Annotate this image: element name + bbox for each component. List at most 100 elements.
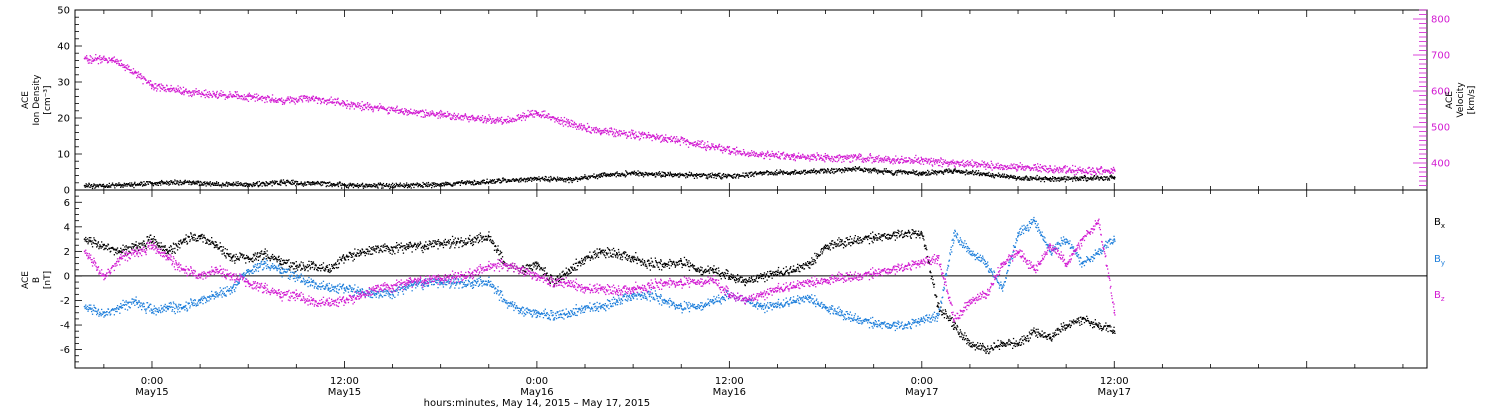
density-point bbox=[435, 183, 436, 184]
velocity-point bbox=[982, 164, 983, 165]
velocity-point bbox=[225, 99, 226, 100]
velocity-point bbox=[859, 159, 860, 160]
velocity-point bbox=[972, 159, 973, 160]
density-point bbox=[147, 181, 148, 182]
velocity-point bbox=[357, 104, 358, 105]
velocity-point bbox=[789, 155, 790, 156]
density-point bbox=[292, 182, 293, 183]
velocity-point bbox=[407, 114, 408, 115]
velocity-point bbox=[432, 113, 433, 114]
density-point bbox=[945, 170, 946, 171]
velocity-point bbox=[255, 101, 256, 102]
velocity-point bbox=[1017, 164, 1018, 165]
velocity-point bbox=[314, 100, 315, 101]
velocity-point bbox=[499, 118, 500, 119]
density-point bbox=[531, 178, 532, 179]
density-point bbox=[417, 183, 418, 184]
bx-point bbox=[148, 239, 149, 240]
velocity-point bbox=[758, 156, 759, 157]
density-point bbox=[1052, 178, 1053, 179]
velocity-point bbox=[350, 104, 351, 105]
velocity-point bbox=[862, 160, 863, 161]
velocity-point bbox=[441, 115, 442, 116]
density-point bbox=[596, 175, 597, 176]
velocity-point bbox=[122, 67, 123, 68]
density-point bbox=[540, 180, 541, 181]
density-point bbox=[967, 173, 968, 174]
density-point bbox=[701, 174, 702, 175]
bx-point bbox=[184, 242, 185, 243]
velocity-point bbox=[1045, 166, 1046, 167]
velocity-point-sample bbox=[111, 58, 113, 60]
density-point bbox=[371, 184, 372, 185]
velocity-point bbox=[316, 96, 317, 97]
density-point bbox=[1052, 176, 1053, 177]
density-point bbox=[1064, 178, 1065, 179]
density-point bbox=[687, 177, 688, 178]
velocity-point bbox=[184, 92, 185, 93]
density-point bbox=[987, 173, 988, 174]
y-tick-label: -4 bbox=[60, 321, 70, 332]
velocity-point bbox=[891, 162, 892, 163]
density-point bbox=[831, 169, 832, 170]
bx-point bbox=[109, 248, 110, 249]
velocity-point bbox=[601, 133, 602, 134]
velocity-point bbox=[1022, 166, 1023, 167]
density-point bbox=[1009, 177, 1010, 178]
velocity-point bbox=[217, 91, 218, 92]
density-point bbox=[896, 174, 897, 175]
velocity-point bbox=[168, 90, 169, 91]
velocity-point bbox=[318, 99, 319, 100]
bx-point bbox=[87, 238, 88, 239]
velocity-point bbox=[859, 153, 860, 154]
velocity-point bbox=[1025, 166, 1026, 167]
density-point bbox=[1028, 178, 1029, 179]
density-point bbox=[521, 178, 522, 179]
velocity-point bbox=[1092, 171, 1093, 172]
y-tick-label: 10 bbox=[57, 150, 70, 161]
velocity-point bbox=[560, 124, 561, 125]
density-point-sample bbox=[761, 172, 763, 174]
velocity-point bbox=[1011, 168, 1012, 169]
velocity-point bbox=[324, 102, 325, 103]
density-point bbox=[965, 171, 966, 172]
velocity-point bbox=[815, 156, 816, 157]
velocity-point bbox=[307, 100, 308, 101]
density-point bbox=[851, 168, 852, 169]
density-point bbox=[546, 176, 547, 177]
density-point bbox=[1066, 179, 1067, 180]
density-point bbox=[257, 183, 258, 184]
density-point bbox=[807, 173, 808, 174]
density-point bbox=[697, 177, 698, 178]
density-point bbox=[778, 173, 779, 174]
velocity-point bbox=[702, 141, 703, 142]
velocity-point bbox=[517, 118, 518, 119]
velocity-point bbox=[735, 152, 736, 153]
velocity-point bbox=[414, 110, 415, 111]
density-point bbox=[775, 174, 776, 175]
velocity-point bbox=[1041, 171, 1042, 172]
density-point bbox=[836, 168, 837, 169]
velocity-point bbox=[947, 166, 948, 167]
density-point bbox=[1056, 180, 1057, 181]
velocity-point bbox=[284, 103, 285, 104]
velocity-point bbox=[572, 120, 573, 121]
velocity-point bbox=[169, 89, 170, 90]
velocity-point bbox=[400, 112, 401, 113]
density-point bbox=[382, 187, 383, 188]
velocity-point bbox=[1023, 169, 1024, 170]
velocity-point bbox=[761, 156, 762, 157]
velocity-point bbox=[483, 121, 484, 122]
velocity-point bbox=[603, 130, 604, 131]
velocity-point bbox=[999, 165, 1000, 166]
velocity-point bbox=[100, 62, 101, 63]
velocity-point bbox=[406, 109, 407, 110]
velocity-point bbox=[1112, 170, 1113, 171]
density-point bbox=[579, 177, 580, 178]
velocity-point bbox=[835, 161, 836, 162]
velocity-point bbox=[782, 155, 783, 156]
velocity-point bbox=[320, 103, 321, 104]
velocity-point bbox=[661, 141, 662, 142]
y-right-tick-label: 700 bbox=[1431, 51, 1450, 62]
density-point bbox=[381, 188, 382, 189]
